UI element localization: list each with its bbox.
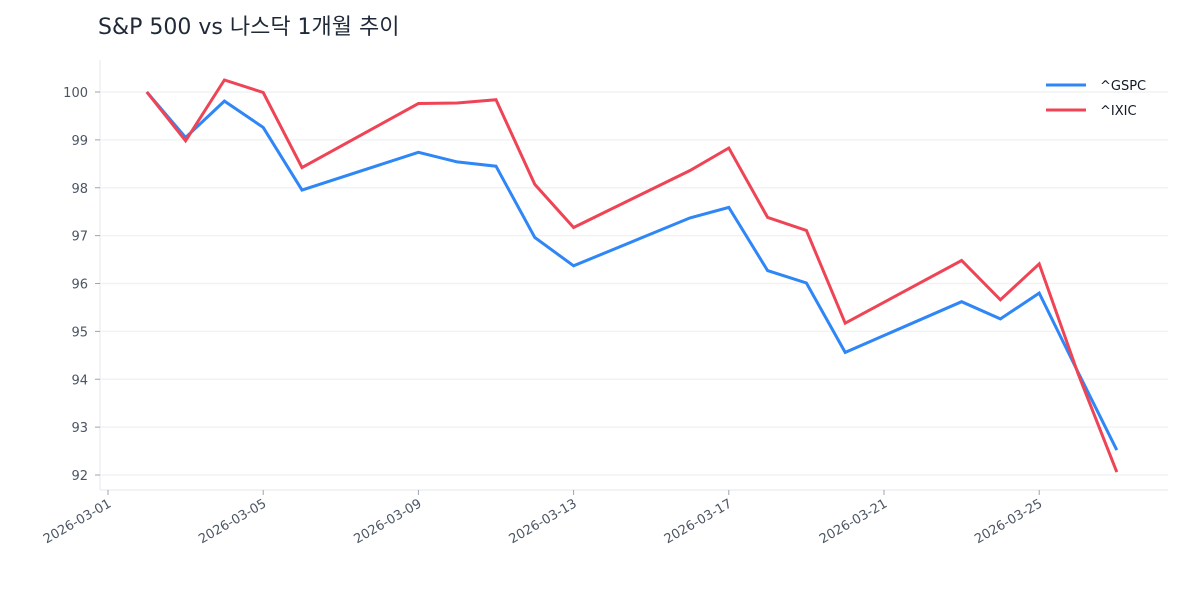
x-tick-label: 2026-03-21: [817, 496, 890, 547]
x-tick-label: 2026-03-09: [351, 496, 424, 547]
x-ticks: 2026-03-01 2026-03-05 2026-03-09 2026-03-13…: [41, 490, 1045, 547]
x-tick-label: 2026-03-25: [972, 496, 1045, 547]
x-tick-label: 2026-03-05: [196, 496, 269, 547]
legend: ^GSPC ^IXIC: [1046, 79, 1146, 119]
legend-label: ^GSPC: [1100, 79, 1146, 94]
y-tick-label: 99: [71, 134, 88, 149]
y-tick-label: 95: [71, 325, 88, 340]
x-tick-label: 2026-03-13: [507, 496, 580, 547]
series-line-ixic: [147, 80, 1117, 472]
series-lines: [147, 80, 1117, 472]
y-tick-label: 96: [71, 278, 88, 293]
x-tick-label: 2026-03-01: [41, 496, 114, 547]
y-tick-label: 94: [71, 373, 88, 388]
y-tick-label: 98: [71, 182, 88, 197]
y-ticks: 92 93 94 95 96 97 98 99 100: [63, 86, 100, 484]
y-tick-label: 93: [71, 421, 88, 436]
y-tick-label: 97: [71, 230, 88, 245]
y-tick-label: 92: [71, 469, 88, 484]
x-tick-label: 2026-03-17: [662, 496, 735, 547]
chart-title: S&P 500 vs 나스닥 1개월 추이: [98, 15, 400, 40]
grid: [100, 92, 1168, 475]
legend-label: ^IXIC: [1100, 104, 1137, 119]
y-tick-label: 100: [63, 86, 88, 101]
